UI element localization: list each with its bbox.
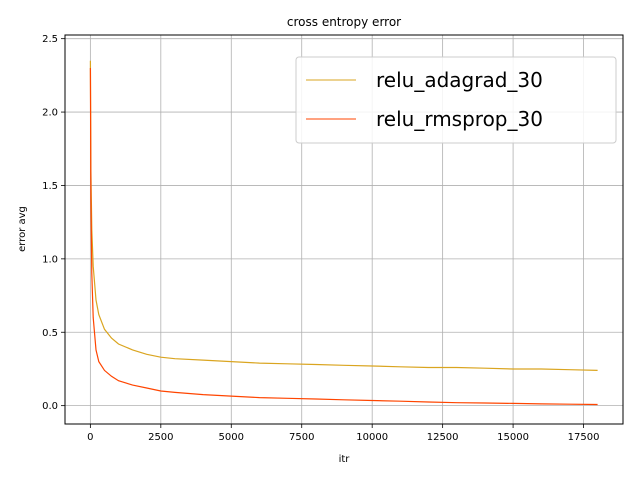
y-axis-label: error avg <box>17 206 28 252</box>
x-tick-label: 5000 <box>219 432 244 443</box>
y-tick-label: 2.0 <box>42 108 58 119</box>
series-line-relu-adagrad-30 <box>89 60 598 371</box>
x-tick-label: 12500 <box>427 432 459 443</box>
axis-ticks: 0 2500 5000 7500 10000 12500 15000 17500 0.0 0.5 1… <box>42 34 599 443</box>
series-layer <box>89 60 598 406</box>
x-axis-label: itr <box>339 454 351 465</box>
x-tick-label: 17500 <box>568 432 600 443</box>
y-tick-label: 0.0 <box>42 401 58 412</box>
legend-label-rmsprop: relu_rmsprop_30 <box>376 107 543 131</box>
x-tick-label: 2500 <box>148 432 173 443</box>
legend: relu_adagrad_30 relu_rmsprop_30 <box>295 56 617 144</box>
y-tick-label: 2.5 <box>42 34 58 45</box>
x-tick-label: 10000 <box>356 432 388 443</box>
x-tick-label: 7500 <box>289 432 314 443</box>
y-tick-label: 1.5 <box>42 181 58 192</box>
y-tick-label: 0.5 <box>42 328 58 339</box>
legend-label-adagrad: relu_adagrad_30 <box>376 68 543 92</box>
x-tick-label: 0 <box>87 432 93 443</box>
y-tick-label: 1.0 <box>42 254 58 265</box>
chart-title: cross entropy error <box>287 15 401 29</box>
legend-box <box>295 56 617 144</box>
series-line-relu-rmsprop-30 <box>89 67 598 406</box>
x-tick-label: 15000 <box>497 432 529 443</box>
plot-frame <box>64 34 624 425</box>
